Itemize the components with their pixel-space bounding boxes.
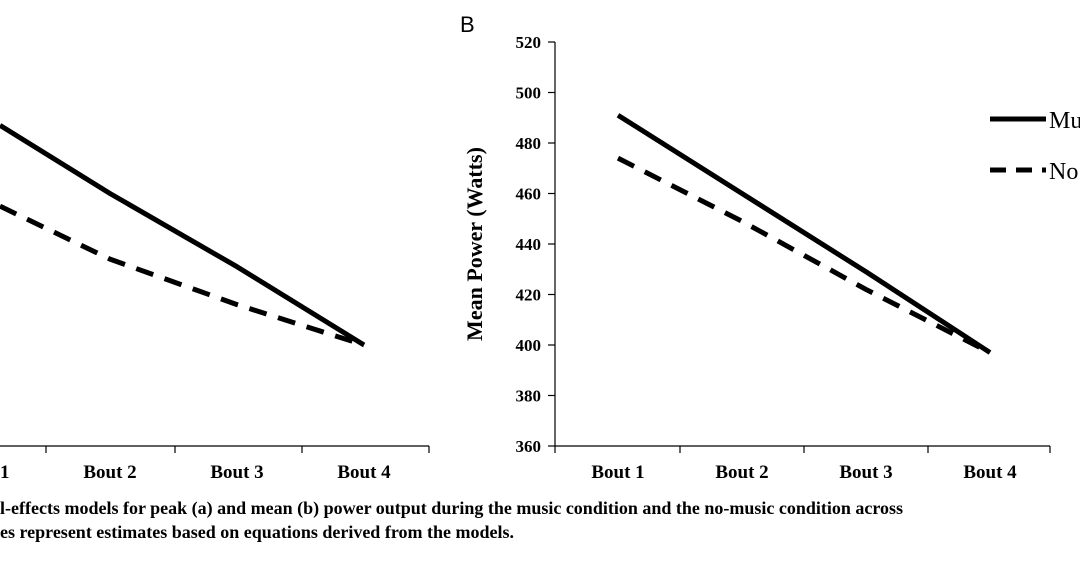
legend-solid-label: Mu bbox=[1049, 108, 1080, 134]
panel-b-y-ticks: 360 380 400 420 440 460 480 500 520 bbox=[516, 33, 555, 456]
panel-b-x-tick-labels: Bout 1 Bout 2 Bout 3 Bout 4 bbox=[591, 462, 1017, 483]
y-tick-label: 500 bbox=[516, 84, 542, 103]
x-tick-label: Bout 3 bbox=[210, 462, 263, 483]
figure-caption: l-effects models for peak (a) and mean (… bbox=[0, 496, 1080, 544]
panel-a-chart: 1 Bout 2 Bout 3 Bout 4 bbox=[0, 123, 430, 483]
y-tick-label: 440 bbox=[516, 235, 542, 254]
panel-b-x-ticks bbox=[554, 446, 1051, 453]
panel-b-y-axis-label: Mean Power (Watts) bbox=[462, 147, 487, 341]
y-tick-label: 380 bbox=[516, 387, 542, 406]
solid-series-line bbox=[0, 123, 366, 348]
solid-series-line bbox=[616, 113, 992, 355]
y-tick-label: 360 bbox=[516, 437, 542, 456]
x-tick-label: Bout 4 bbox=[963, 462, 1017, 483]
x-tick-label: Bout 2 bbox=[83, 462, 136, 483]
caption-line-2: es represent estimates based on equation… bbox=[0, 522, 514, 542]
caption-line-1: l-effects models for peak (a) and mean (… bbox=[0, 498, 904, 518]
panel-b-series bbox=[616, 113, 992, 355]
panel-a-x-tick-labels: 1 Bout 2 Bout 3 Bout 4 bbox=[0, 462, 391, 483]
x-tick-label: Bout 3 bbox=[839, 462, 892, 483]
x-tick-label: 1 bbox=[0, 462, 10, 483]
y-tick-label: 420 bbox=[516, 286, 542, 305]
panel-a-x-ticks bbox=[45, 446, 430, 453]
legend-dashed-label: No bbox=[1049, 159, 1078, 185]
y-tick-label: 520 bbox=[516, 33, 542, 52]
x-tick-label: Bout 4 bbox=[337, 462, 391, 483]
x-tick-label: Bout 2 bbox=[715, 462, 768, 483]
y-tick-label: 480 bbox=[516, 134, 542, 153]
y-tick-label: 400 bbox=[516, 336, 542, 355]
panel-a-series bbox=[0, 123, 366, 348]
dashed-series-line bbox=[616, 155, 992, 355]
panel-b-label: B bbox=[460, 12, 475, 37]
y-tick-label: 460 bbox=[516, 185, 542, 204]
panel-b-legend: Mu No bbox=[990, 108, 1080, 185]
x-tick-label: Bout 1 bbox=[591, 462, 644, 483]
dashed-series-line bbox=[0, 203, 365, 348]
